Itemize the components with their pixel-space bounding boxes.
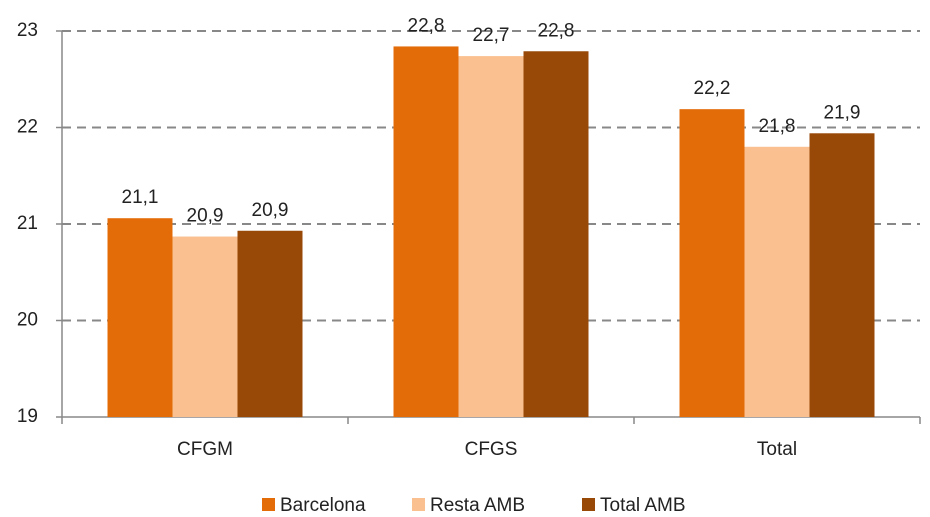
bar <box>809 133 875 418</box>
legend-label: Barcelona <box>280 495 366 516</box>
value-label: 22,8 <box>408 15 445 36</box>
value-label: 21,9 <box>824 102 861 123</box>
value-label: 22,8 <box>538 20 575 41</box>
y-tick-label: 22 <box>17 117 38 138</box>
bar <box>679 109 745 417</box>
bar <box>107 218 173 417</box>
y-tick-label: 19 <box>17 406 38 427</box>
legend-swatch <box>412 498 425 511</box>
value-label: 20,9 <box>252 200 289 221</box>
bar <box>744 146 810 418</box>
bar <box>237 230 303 417</box>
legend-label: Resta AMB <box>430 495 525 516</box>
y-tick-label: 23 <box>17 20 38 41</box>
x-tick-label: CFGS <box>465 439 518 460</box>
value-label: 21,1 <box>122 187 159 208</box>
legend-swatch <box>262 498 275 511</box>
y-tick-label: 21 <box>17 213 38 234</box>
bar <box>523 51 589 417</box>
bar <box>393 46 459 417</box>
value-label: 22,2 <box>694 78 731 99</box>
legend-label: Total AMB <box>600 495 686 516</box>
x-tick-label: Total <box>757 439 797 460</box>
bar <box>458 56 524 418</box>
value-label: 20,9 <box>187 206 224 227</box>
value-label: 22,7 <box>473 25 510 46</box>
bar <box>172 236 238 417</box>
legend-swatch <box>582 498 595 511</box>
value-label: 21,8 <box>759 116 796 137</box>
x-tick-label: CFGM <box>177 439 233 460</box>
y-tick-label: 20 <box>17 310 38 331</box>
